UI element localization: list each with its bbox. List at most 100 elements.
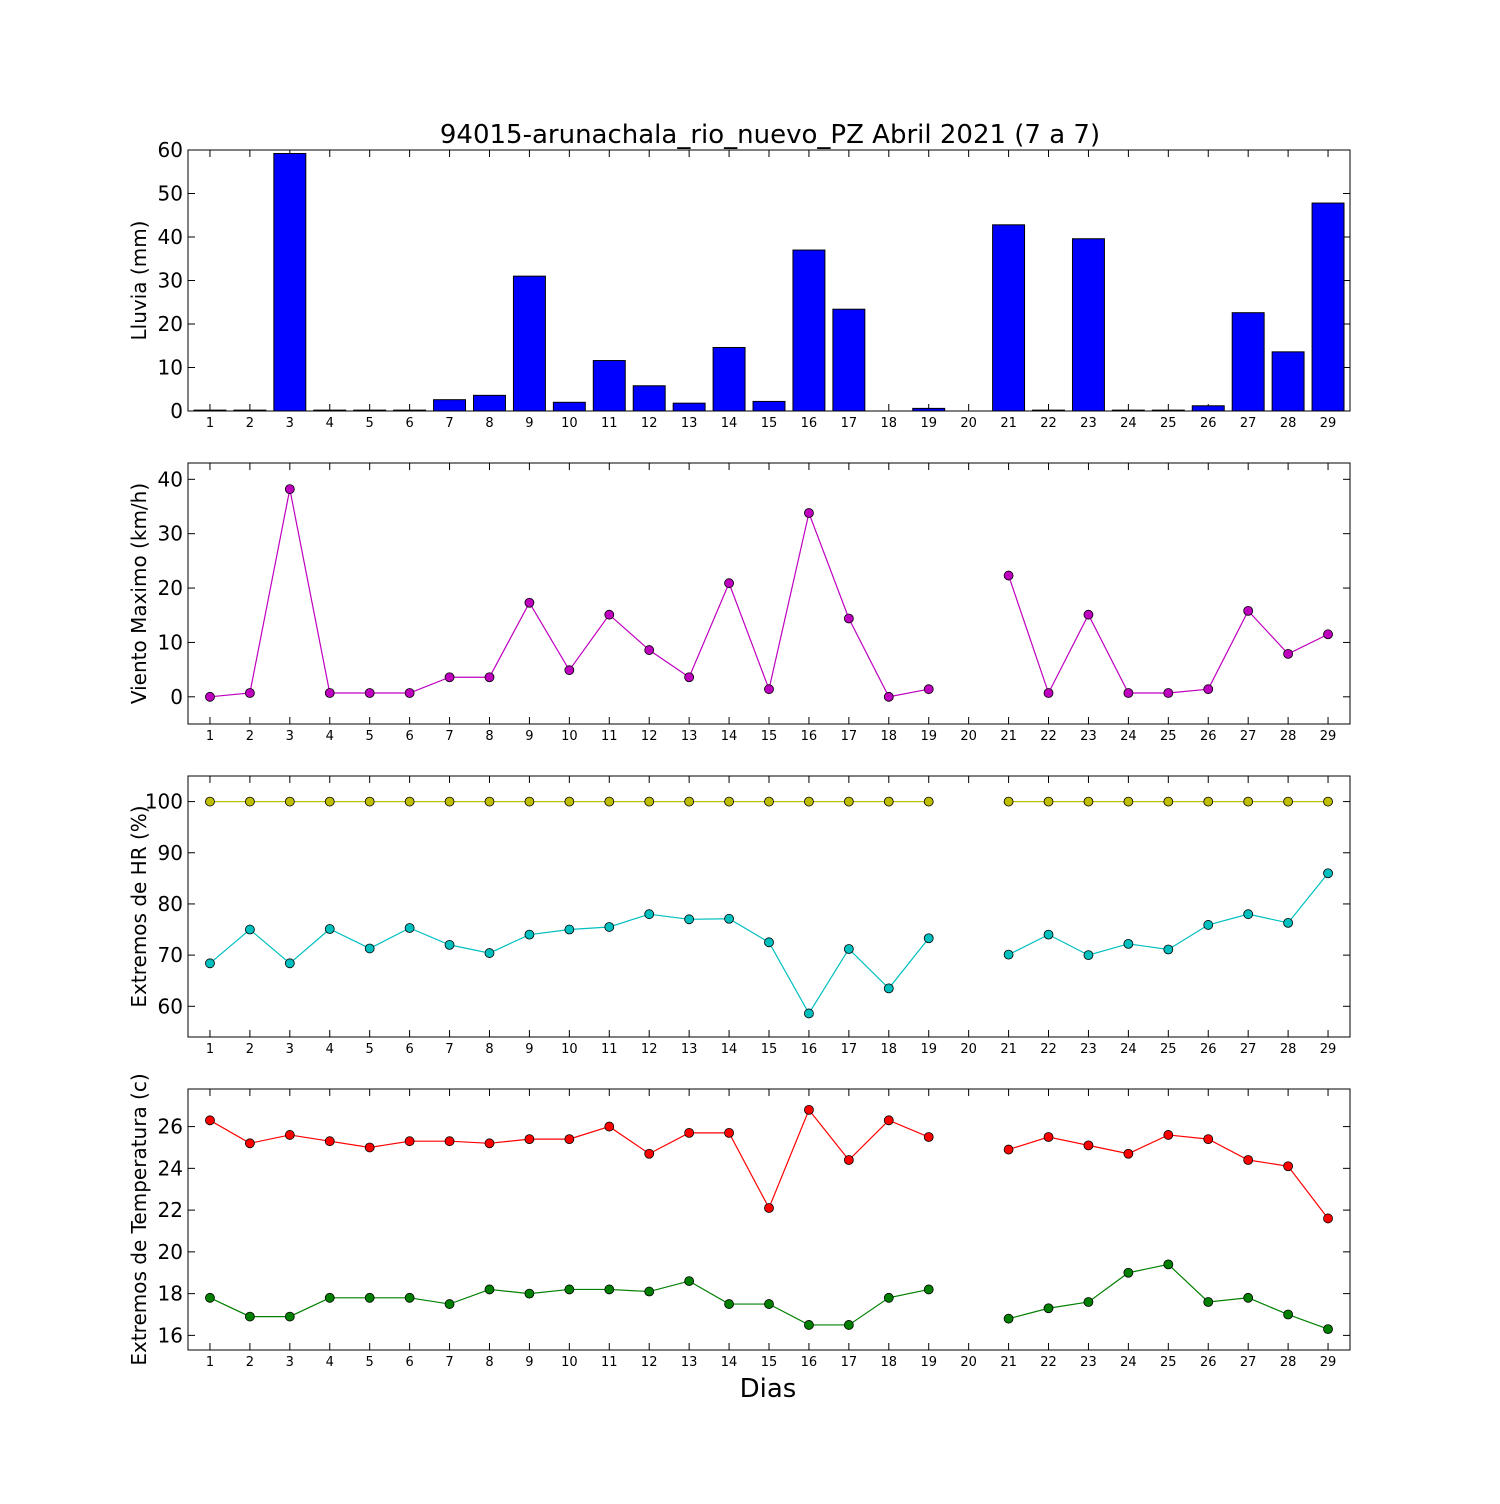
bar — [912, 407, 946, 412]
x-tick-label: 16 — [801, 1042, 818, 1057]
bar — [832, 308, 866, 412]
x-tick-label: 25 — [1160, 1042, 1177, 1057]
x-tick-label: 24 — [1120, 1042, 1137, 1057]
x-tick-label: 26 — [1200, 1355, 1217, 1370]
data-point — [1043, 1303, 1054, 1314]
data-point — [284, 1311, 295, 1322]
y-tick-label: 30 — [158, 269, 183, 293]
data-point — [1123, 688, 1134, 698]
x-tick-label: 13 — [681, 1042, 698, 1057]
x-tick-label: 17 — [841, 1042, 858, 1057]
data-point — [764, 1203, 774, 1213]
data-point — [1043, 796, 1054, 807]
data-point — [1243, 909, 1254, 920]
data-point — [724, 1299, 734, 1309]
data-point — [843, 1155, 854, 1165]
data-point — [724, 1127, 734, 1138]
y-tick-label: 20 — [158, 576, 183, 600]
data-point — [684, 1276, 695, 1286]
x-tick-label: 9 — [525, 1355, 533, 1370]
data-point — [284, 1130, 295, 1140]
data-point — [883, 1292, 894, 1303]
data-point — [1283, 796, 1294, 807]
data-point — [644, 1148, 655, 1159]
data-point — [524, 1134, 535, 1145]
x-tick-label: 5 — [366, 1042, 374, 1057]
data-point — [524, 1288, 535, 1299]
x-tick-label: 7 — [445, 1355, 453, 1370]
x-tick-label: 21 — [1000, 729, 1017, 744]
data-point — [1163, 796, 1174, 807]
y-tick-label: 20 — [158, 312, 183, 336]
bar — [632, 385, 666, 412]
data-point — [244, 1311, 255, 1322]
data-point — [244, 1138, 255, 1149]
x-tick-label: 14 — [721, 729, 738, 744]
x-tick-label: 4 — [326, 729, 334, 744]
data-point — [1123, 1148, 1134, 1159]
bar — [992, 224, 1026, 412]
data-point — [484, 1284, 495, 1295]
data-point — [1123, 1267, 1134, 1278]
data-point — [1003, 1313, 1014, 1324]
data-point — [764, 684, 774, 695]
data-point — [244, 796, 255, 807]
data-point — [604, 922, 615, 932]
data-point — [244, 924, 255, 935]
x-tick-label: 20 — [960, 1355, 977, 1370]
data-point — [404, 923, 415, 933]
bar — [552, 401, 586, 412]
data-point — [604, 1284, 615, 1295]
y-tick-label: 0 — [170, 685, 183, 709]
x-tick-label: 8 — [485, 416, 493, 431]
bar — [433, 399, 467, 412]
data-point — [564, 796, 575, 807]
x-tick-label: 6 — [405, 1042, 413, 1057]
bar — [273, 152, 307, 412]
data-point — [843, 613, 854, 624]
x-tick-label: 11 — [601, 1355, 618, 1370]
y-tick-label: 22 — [158, 1198, 183, 1222]
data-point — [684, 796, 695, 807]
data-point — [524, 597, 535, 608]
data-point — [444, 1299, 455, 1309]
data-point — [284, 796, 295, 807]
data-point — [883, 1115, 894, 1126]
x-tick-label: 28 — [1280, 729, 1297, 744]
data-point — [205, 1115, 215, 1126]
x-tick-label: 6 — [405, 729, 413, 744]
x-tick-label: 18 — [881, 416, 898, 431]
x-tick-label: 17 — [841, 1355, 858, 1370]
x-tick-label: 3 — [286, 1355, 294, 1370]
data-point — [604, 609, 615, 620]
data-point — [404, 1136, 415, 1147]
y-tick-label: 18 — [158, 1282, 183, 1306]
x-tick-label: 12 — [641, 1042, 658, 1057]
data-point — [804, 1104, 814, 1115]
y-tick-label: 16 — [158, 1323, 183, 1347]
y-tick-label: 70 — [158, 943, 183, 967]
x-tick-label: 6 — [405, 416, 413, 431]
x-tick-label: 14 — [721, 1355, 738, 1370]
data-point — [804, 508, 814, 518]
x-tick-label: 11 — [601, 1042, 618, 1057]
data-point — [1083, 609, 1094, 620]
data-point — [364, 943, 375, 954]
data-point — [1043, 688, 1054, 698]
bar — [1071, 238, 1105, 412]
y-tick-label: 80 — [158, 892, 183, 916]
y-axis-label: Viento Maximo (km/h) — [127, 483, 151, 704]
data-point — [923, 1284, 934, 1295]
bar — [193, 409, 227, 412]
data-point — [1243, 1155, 1254, 1165]
x-tick-label: 15 — [761, 1355, 778, 1370]
data-point — [1203, 796, 1214, 807]
x-tick-label: 3 — [286, 1042, 294, 1057]
x-tick-label: 12 — [641, 729, 658, 744]
data-point — [564, 1134, 575, 1145]
x-tick-label: 5 — [366, 1355, 374, 1370]
x-tick-label: 11 — [601, 416, 618, 431]
